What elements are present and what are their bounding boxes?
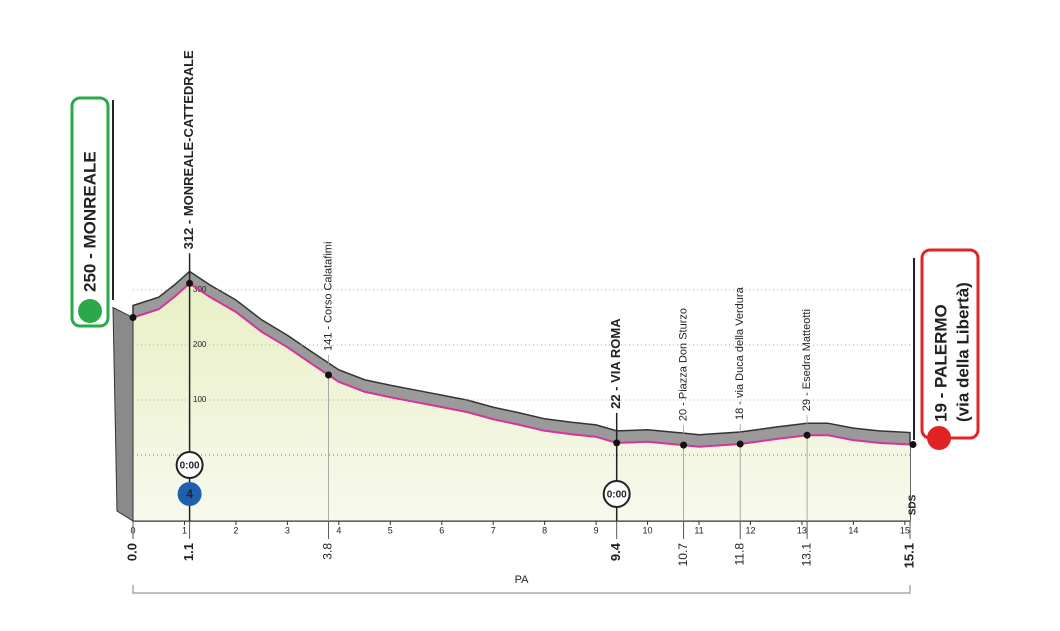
annotation-label: 312 - MONREALE-CATTEDRALE bbox=[181, 50, 196, 249]
x-tick-label: 8 bbox=[542, 525, 547, 535]
category-badge bbox=[177, 482, 202, 506]
km-label: 11.8 bbox=[732, 543, 746, 566]
start-dot bbox=[129, 314, 137, 321]
x-tick-label: 5 bbox=[388, 525, 393, 535]
annotation-dot bbox=[803, 431, 811, 439]
start-label: 250 - MONREALE bbox=[80, 151, 99, 292]
annotation-dot bbox=[680, 441, 688, 449]
x-tick-label: 13 bbox=[797, 525, 807, 535]
road-line bbox=[132, 282, 911, 448]
x-tick-label: 14 bbox=[848, 525, 858, 535]
left-wall bbox=[112, 306, 134, 522]
x-tick-label: 2 bbox=[233, 525, 238, 535]
zone-bracket bbox=[132, 585, 911, 594]
km-label: 3.8 bbox=[321, 543, 335, 560]
finish-label: (via della Libertà) bbox=[953, 282, 972, 422]
timer bbox=[175, 451, 204, 479]
x-tick-label: 7 bbox=[491, 525, 496, 535]
annotation-label: 18 - via Duca della Verdura bbox=[734, 286, 746, 420]
x-tick-label: 3 bbox=[285, 525, 290, 535]
y-tick-label: 200 bbox=[193, 340, 207, 349]
x-tick-label: 15 bbox=[900, 525, 910, 535]
timer bbox=[602, 480, 631, 508]
x-tick-label: 12 bbox=[745, 525, 755, 535]
finish-icon bbox=[927, 426, 951, 450]
start-icon bbox=[78, 299, 102, 323]
x-tick-label: 4 bbox=[336, 525, 341, 535]
finish-note: SDS bbox=[908, 494, 919, 515]
km-label: 9.4 bbox=[608, 542, 623, 561]
finish-label: 19 - PALERMO bbox=[931, 304, 950, 422]
category-label: 4 bbox=[186, 487, 193, 501]
x-tick-label: 1 bbox=[182, 525, 187, 535]
x-tick-label: 10 bbox=[643, 525, 653, 535]
start-box bbox=[70, 96, 110, 328]
timer-label: 0:00 bbox=[180, 461, 200, 472]
km-label: 13.1 bbox=[799, 543, 813, 567]
annotation-label: 141 - Corso Calatafimi bbox=[322, 242, 334, 351]
km-label: 10.7 bbox=[676, 543, 690, 567]
annotation-label: 29 - Esedra Matteotti bbox=[801, 309, 813, 411]
km-label: 0.0 bbox=[124, 543, 139, 561]
km-label: 15.1 bbox=[901, 543, 916, 568]
finish-dot bbox=[909, 441, 917, 449]
ground-area bbox=[133, 283, 910, 521]
annotation-label: 20 - Piazza Don Sturzo bbox=[677, 308, 689, 421]
annotation-dot bbox=[186, 279, 194, 287]
annotation-dot bbox=[736, 440, 744, 448]
annotation-dot bbox=[613, 439, 621, 447]
annotation-label: 22 - VIA ROMA bbox=[608, 318, 623, 409]
timer-label: 0:00 bbox=[607, 490, 627, 501]
x-tick-label: 11 bbox=[694, 525, 703, 535]
zone-label: PA bbox=[515, 574, 530, 586]
x-tick-label: 6 bbox=[439, 525, 444, 535]
km-label: 1.1 bbox=[181, 543, 196, 561]
annotation-dot bbox=[325, 371, 333, 379]
x-tick-label: 9 bbox=[594, 525, 599, 535]
y-tick-label: 100 bbox=[193, 395, 207, 404]
